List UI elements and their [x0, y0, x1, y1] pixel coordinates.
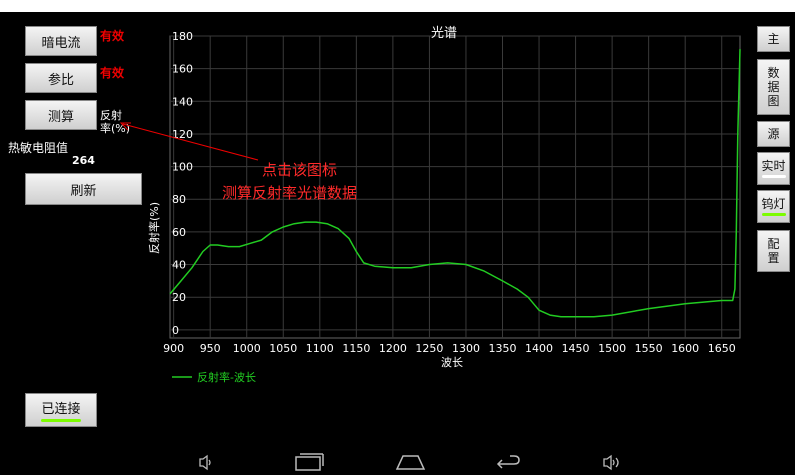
legend-label: 反射率-波长 [197, 370, 256, 384]
x-tick-label: 1550 [635, 342, 663, 355]
nav-icons [199, 453, 619, 471]
status-bar [0, 0, 795, 12]
home-icon[interactable] [395, 455, 426, 470]
x-tick-label: 1000 [233, 342, 261, 355]
y-tick-label: 160 [172, 63, 193, 76]
dark-current-button[interactable]: 暗电流 [25, 26, 97, 56]
y-tick-labels: 0 20 40 60 80 100 120 140 160 180 [172, 30, 193, 337]
tungsten-lamp-button[interactable]: 钨灯 [757, 190, 790, 223]
dark-current-status: 有效 [100, 29, 125, 43]
source-label: 源 [767, 127, 780, 141]
reference-status: 有效 [100, 66, 125, 80]
x-tick-label: 1600 [671, 342, 699, 355]
volume-down-icon[interactable] [199, 454, 211, 471]
annotation-line-2: 测算反射率光谱数据 [222, 184, 358, 202]
tungsten-lamp-label: 钨灯 [761, 197, 786, 211]
source-button[interactable]: 源 [757, 121, 790, 147]
y-tick-label: 120 [172, 128, 193, 141]
config-label: 配 置 [767, 237, 780, 265]
refresh-button[interactable]: 刷新 [25, 173, 142, 205]
connection-button[interactable]: 已连接 [25, 393, 97, 427]
chart-legend: 反射率-波长 [172, 370, 256, 384]
y-tick-label: 0 [172, 324, 179, 337]
y-tick-label: 100 [172, 161, 193, 174]
main-label: 主 [767, 32, 780, 46]
data-chart-button[interactable]: 数 据 图 [757, 59, 790, 115]
reflectance-mode-label: 反射 率(%) [100, 109, 131, 135]
connection-label: 已连接 [41, 402, 81, 417]
x-tick-label: 1400 [525, 342, 553, 355]
thermistor-label: 热敏电阻值 [8, 141, 69, 155]
y-tick-label: 60 [172, 226, 186, 239]
y-tick-label: 180 [172, 30, 193, 43]
realtime-indicator [761, 175, 786, 178]
x-tick-label: 1450 [562, 342, 590, 355]
x-tick-label: 1650 [708, 342, 736, 355]
x-tick-label: 1050 [269, 342, 297, 355]
y-axis-label: 反射率(%) [147, 202, 161, 254]
y-tick-label: 40 [172, 259, 186, 272]
x-tick-label: 900 [163, 342, 184, 355]
x-tick-label: 950 [200, 342, 221, 355]
annotation-arrowhead [119, 122, 131, 131]
x-tick-label: 1350 [489, 342, 517, 355]
x-tick-label: 1300 [452, 342, 480, 355]
annotation-line-1: 点击该图标 [262, 161, 338, 179]
data-chart-label: 数 据 图 [767, 66, 780, 108]
tungsten-lamp-indicator [761, 213, 786, 216]
realtime-button[interactable]: 实时 [757, 152, 790, 185]
x-tick-label: 1200 [379, 342, 407, 355]
config-button[interactable]: 配 置 [757, 230, 790, 272]
x-tick-labels: 900 950 1000 1050 1100 1150 1200 1250 1300 1350 14… [163, 342, 736, 355]
x-tick-label: 1250 [415, 342, 443, 355]
x-axis-label: 波长 [441, 356, 463, 369]
x-tick-label: 1100 [306, 342, 334, 355]
annotation-arrow-line [122, 123, 259, 161]
realtime-label: 实时 [761, 159, 786, 173]
recents-icon[interactable] [295, 453, 324, 471]
volume-up-icon[interactable] [603, 454, 619, 471]
thermistor-value: 264 [72, 154, 95, 167]
y-tick-label: 80 [172, 193, 186, 206]
reference-button[interactable]: 参比 [25, 63, 97, 93]
main-button[interactable]: 主 [757, 26, 790, 52]
chart-title: 光谱 [431, 26, 457, 41]
series-line-reflectance [169, 49, 741, 318]
measure-button[interactable]: 测算 [25, 100, 97, 130]
back-icon[interactable] [496, 455, 520, 469]
chart-series [169, 49, 741, 318]
connection-indicator [41, 419, 81, 422]
x-tick-label: 1150 [342, 342, 370, 355]
y-tick-label: 140 [172, 95, 193, 108]
y-tick-label: 20 [172, 291, 186, 304]
chart-grid [169, 35, 741, 339]
x-tick-label: 1500 [598, 342, 626, 355]
